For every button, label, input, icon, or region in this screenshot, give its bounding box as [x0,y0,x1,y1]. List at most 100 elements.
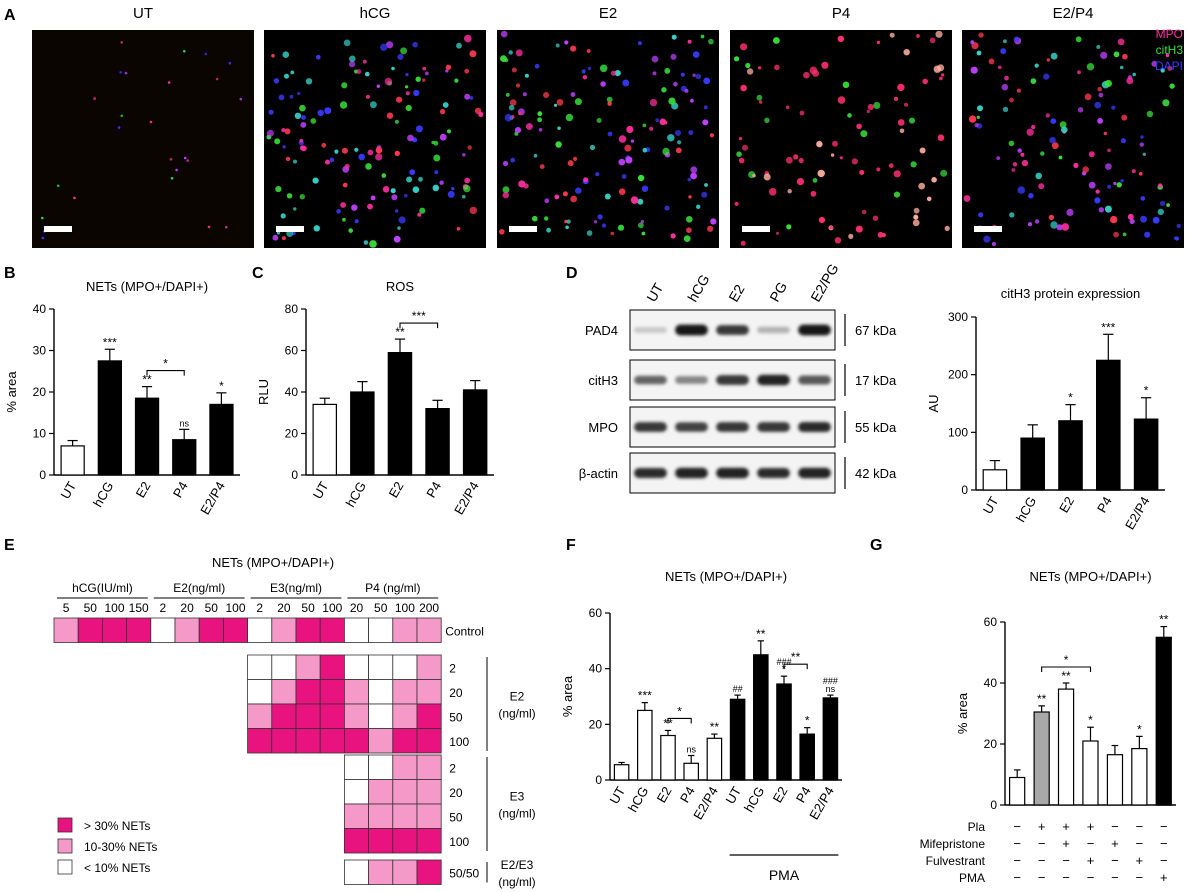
micro-cell [700,34,705,39]
micro-cell [1004,75,1009,81]
micro-cell [462,194,466,199]
condition-row-label: PMA [959,871,985,885]
micro-cell [707,225,714,232]
micro-cell [641,231,646,236]
column-tick-label: 100 [395,601,415,615]
micro-cell [268,109,274,115]
heatmap-cell [392,679,418,705]
row-group-label: E3 [510,790,525,804]
micro-cell [301,115,306,120]
panel-letter-b: B [4,265,16,282]
column-group-label: E2(ng/ml) [173,581,225,595]
micro-cell [655,118,660,123]
significance-label: *** [103,335,117,349]
micro-cell [775,231,780,235]
x-tick-label: E2 [770,784,791,805]
micro-cell [1127,213,1134,220]
micro-cell [1146,110,1154,118]
micro-cell [1035,172,1042,180]
bar [350,391,375,476]
micro-cell [851,158,858,165]
heatmap-cell [247,728,273,754]
panel-letter-c: C [252,265,264,282]
micro-cell [299,104,306,112]
x-tick-label: UT [607,784,629,807]
micro-cell [282,145,286,149]
panel-e-heatmap: NETs (MPO+/DAPI+)hCG(IU/ml)5 50 100 150E2(n… [53,555,536,889]
micro-cell [546,227,551,233]
blot-lane-label: E2 [725,281,748,304]
micro-cell [881,232,886,238]
micro-cell [866,109,871,114]
micro-cell [667,134,675,142]
micro-cell [675,147,682,154]
condition-mark: − [1013,836,1021,851]
condition-mark: − [1013,819,1021,834]
panel-letter-a: A [4,7,16,24]
micro-cell [120,114,124,118]
micro-cell [1165,53,1170,58]
heatmap-cell [343,803,369,829]
micro-cell [939,76,943,81]
micro-cell [446,129,452,134]
micro-cell [1098,92,1104,98]
micro-cell [1151,60,1158,67]
micro-cell [912,219,920,227]
micro-cell [566,219,571,224]
micro-cell [1094,101,1102,109]
micro-cell [774,64,780,71]
bar [1131,747,1148,806]
micro-cell [170,177,174,180]
micro-cell [1034,63,1039,68]
micro-cell [522,92,527,97]
panel-letter-d: D [566,265,578,282]
micro-cell [1122,232,1127,237]
micro-cell [637,198,644,205]
y-tick-label: 40 [285,385,299,399]
heatmap-cell [343,728,369,754]
micro-cell [514,127,522,134]
micro-cell [897,119,905,126]
heatmap-cell [343,703,369,729]
y-axis-label: RLU [256,379,271,405]
micro-cell [370,101,377,109]
micro-cell [183,49,186,53]
legend-swatch [57,817,73,833]
micro-cell [773,37,780,44]
x-tick-label: E2 [1056,494,1077,515]
heatmap-cell [343,828,369,854]
significance-bracket [783,663,808,670]
micro-cell [1117,38,1125,46]
micro-cell [876,40,881,45]
micro-cell [544,216,549,221]
micro-cell [325,159,330,165]
micro-cell [692,73,696,77]
condition-mark: + [1038,819,1046,834]
micro-cell [290,70,295,75]
blot-band [798,324,831,336]
micro-cell [149,120,153,124]
micro-cell [1157,208,1165,216]
bar [683,762,699,781]
micro-cell [570,92,576,97]
micro-cell [595,172,600,177]
micro-cell [511,67,517,73]
blot-size-label: 42 kDa [855,466,897,481]
micro-cell [581,69,586,74]
micro-cell [847,113,852,118]
micro-cell [1139,142,1145,147]
micro-cell [641,185,649,192]
micro-cell [1166,203,1170,207]
heatmap-cell [126,617,152,643]
micro-cell [759,100,763,104]
significance-label: ** [1159,613,1169,627]
micro-cell [829,225,834,230]
row-group-label: E2/E3 [501,858,534,872]
micro-cell [167,81,171,84]
condition-mark: − [1136,819,1144,834]
micro-cell [1084,93,1092,101]
micro-cell [445,69,449,73]
micro-cell [1157,183,1163,188]
micro-cell [412,41,418,48]
heatmap-row-label: 2 [449,761,456,775]
